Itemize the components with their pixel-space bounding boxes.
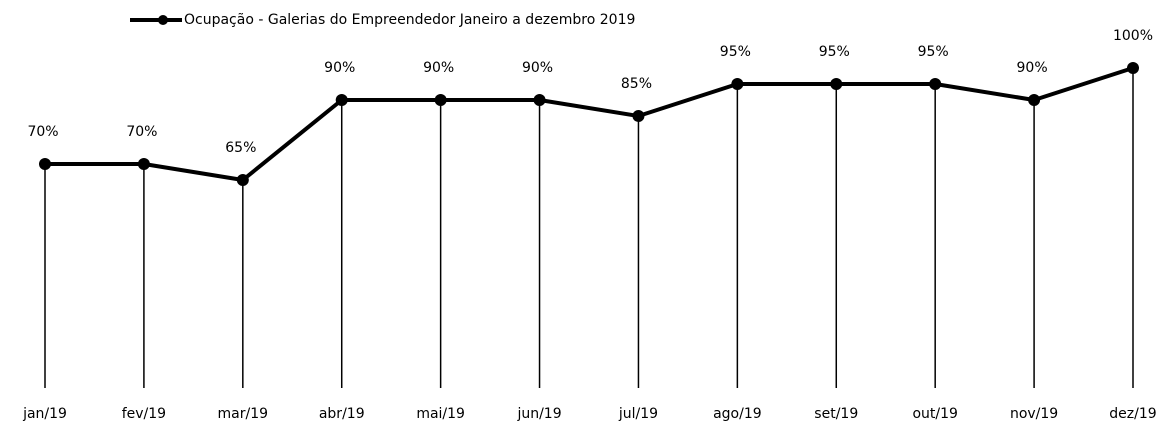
data-label: 90% [1017, 60, 1048, 76]
point [39, 158, 51, 170]
data-label: 95% [720, 44, 751, 60]
legend-label: Ocupação - Galerias do Empreendedor Jane… [184, 12, 635, 28]
data-label: 90% [423, 60, 454, 76]
x-tick-label: jul/19 [618, 406, 658, 422]
x-tick-label: dez/19 [1109, 406, 1156, 422]
data-label: 70% [27, 124, 58, 140]
point [929, 78, 942, 90]
x-tick-label: mar/19 [218, 406, 269, 422]
x-tick-label: out/19 [912, 406, 957, 422]
data-label: 65% [225, 140, 256, 156]
point [236, 174, 249, 186]
x-tick-label: abr/19 [319, 406, 365, 422]
data-label: 70% [126, 124, 157, 140]
x-tick-label: fev/19 [122, 406, 166, 422]
data-label: 100% [1113, 28, 1153, 44]
series-line [45, 66, 1134, 182]
point [1028, 94, 1041, 106]
data-label: 95% [918, 44, 949, 60]
point [632, 110, 645, 122]
x-tick-label: set/19 [814, 406, 858, 422]
data-label: 85% [621, 76, 652, 92]
point [434, 94, 447, 106]
point [137, 158, 150, 170]
data-label: 95% [819, 44, 850, 60]
x-tick-label: jun/19 [516, 406, 561, 422]
legend-marker [158, 15, 168, 25]
data-label: 90% [522, 60, 553, 76]
x-tick-label: jan/19 [22, 406, 67, 422]
point [533, 94, 546, 106]
point [1127, 62, 1139, 74]
point [731, 78, 744, 90]
point [335, 94, 348, 106]
x-tick-label: nov/19 [1010, 406, 1058, 422]
x-tick-label: mai/19 [416, 406, 465, 422]
data-label: 90% [324, 60, 355, 76]
x-tick-label: ago/19 [713, 406, 762, 422]
point [830, 78, 843, 90]
